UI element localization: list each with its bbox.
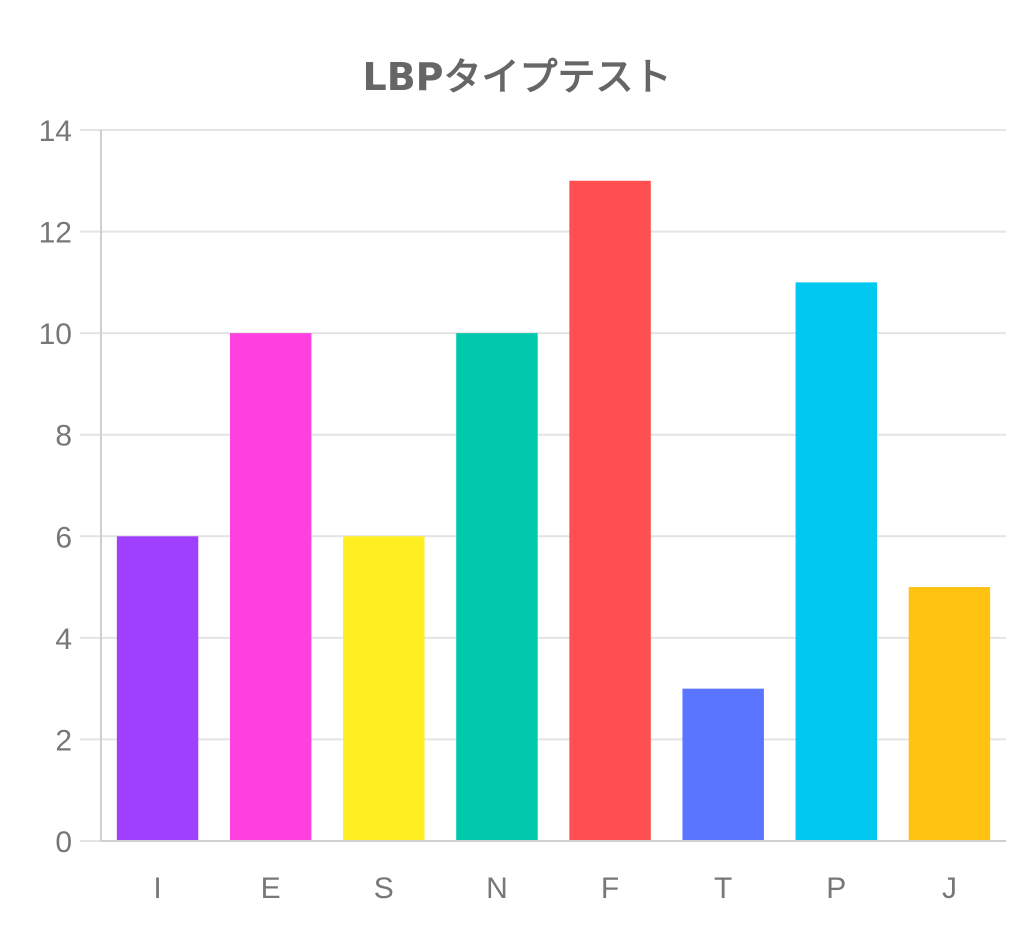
bar-t (682, 688, 764, 841)
bars (116, 180, 991, 842)
x-tick-label: P (826, 872, 846, 905)
y-tick-label: 8 (55, 420, 72, 453)
bar-p (795, 282, 878, 841)
bar-i (116, 536, 199, 841)
bar-e (229, 333, 312, 841)
axes (100, 130, 1006, 842)
x-tick-label: J (942, 872, 957, 905)
x-tick-label: T (714, 872, 732, 905)
y-tick-label: 2 (55, 724, 72, 757)
bar-j (908, 587, 991, 841)
y-tick-label: 0 (55, 826, 72, 859)
bar-n (456, 333, 538, 841)
x-tick-label: S (374, 872, 394, 905)
x-tick-label: I (153, 872, 161, 905)
x-tick-label: N (486, 872, 508, 905)
x-tick-label: E (261, 872, 281, 905)
x-tick-label: F (601, 872, 619, 905)
y-axis-ticks: 0 2 4 6 8 10 12 14 (39, 115, 72, 859)
bar-s (343, 536, 425, 841)
chart-title: LBPタイプテスト (362, 55, 671, 99)
y-tick-label: 12 (39, 217, 72, 250)
y-tick-label: 10 (39, 318, 72, 351)
y-tick-label: 14 (39, 115, 72, 148)
y-tick-label: 6 (55, 521, 72, 554)
y-tick-label: 4 (55, 623, 72, 656)
bar-f (569, 180, 651, 842)
